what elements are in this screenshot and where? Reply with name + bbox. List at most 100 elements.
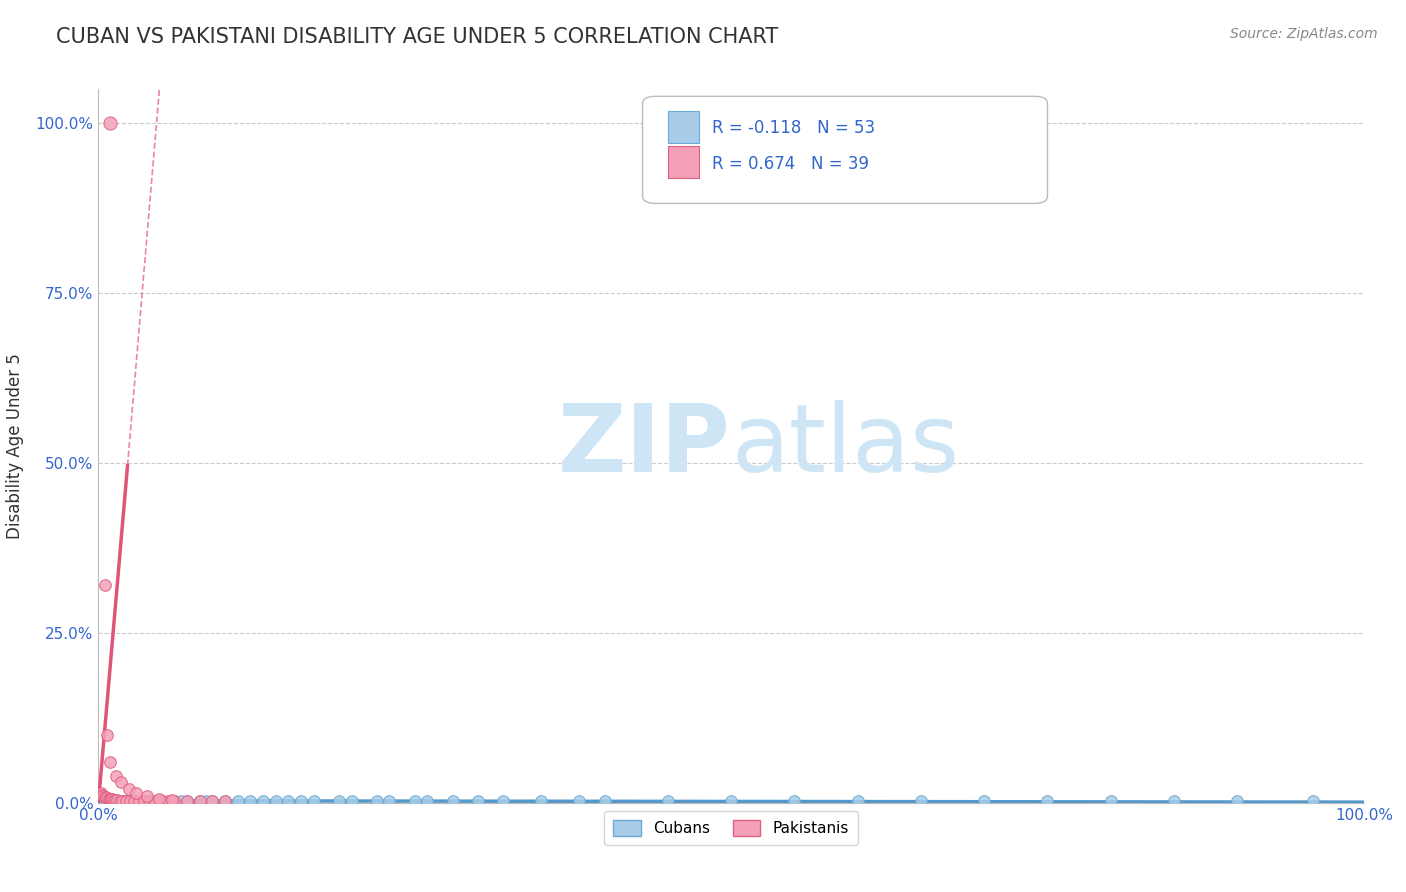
- Point: [112, 794, 135, 808]
- Point: [290, 794, 312, 808]
- Point: [110, 775, 132, 789]
- Point: [302, 794, 325, 808]
- Point: [97, 794, 120, 808]
- Point: [467, 794, 489, 808]
- Point: [94, 790, 117, 805]
- Point: [846, 794, 869, 808]
- Point: [132, 794, 155, 808]
- Point: [214, 794, 236, 808]
- Point: [593, 794, 616, 808]
- Text: atlas: atlas: [731, 400, 959, 492]
- Text: CUBAN VS PAKISTANI DISABILITY AGE UNDER 5 CORRELATION CHART: CUBAN VS PAKISTANI DISABILITY AGE UNDER …: [56, 27, 779, 46]
- Point: [176, 794, 198, 808]
- Point: [97, 791, 120, 805]
- Point: [201, 794, 224, 808]
- Point: [98, 755, 121, 769]
- Point: [176, 794, 198, 808]
- Point: [98, 792, 121, 806]
- Point: [135, 794, 157, 808]
- Text: Source: ZipAtlas.com: Source: ZipAtlas.com: [1230, 27, 1378, 41]
- Point: [93, 578, 117, 592]
- Point: [366, 794, 388, 808]
- FancyBboxPatch shape: [668, 146, 699, 178]
- Point: [115, 794, 138, 808]
- Point: [492, 794, 515, 808]
- Point: [277, 794, 299, 808]
- Point: [96, 791, 118, 805]
- Y-axis label: Disability Age Under 5: Disability Age Under 5: [7, 353, 24, 539]
- Point: [105, 769, 128, 783]
- Point: [1302, 794, 1324, 808]
- Point: [783, 794, 806, 808]
- Point: [98, 116, 121, 130]
- Point: [1226, 794, 1249, 808]
- Point: [1099, 794, 1122, 808]
- FancyBboxPatch shape: [668, 111, 699, 143]
- Point: [91, 788, 114, 802]
- Point: [568, 794, 591, 808]
- Point: [239, 794, 262, 808]
- Point: [115, 794, 138, 808]
- Point: [150, 794, 173, 808]
- Text: R = -0.118   N = 53: R = -0.118 N = 53: [711, 120, 876, 137]
- Point: [111, 794, 134, 808]
- Point: [135, 789, 157, 803]
- Point: [378, 794, 401, 808]
- Point: [96, 728, 118, 742]
- Point: [160, 793, 183, 807]
- Point: [145, 794, 166, 808]
- Point: [132, 794, 155, 808]
- Point: [169, 794, 191, 808]
- Point: [110, 794, 132, 808]
- Point: [163, 794, 186, 808]
- Point: [657, 794, 679, 808]
- Point: [138, 794, 160, 808]
- Point: [328, 794, 350, 808]
- Point: [340, 794, 363, 808]
- Point: [157, 794, 180, 808]
- Point: [264, 794, 287, 808]
- Point: [93, 789, 115, 803]
- Point: [1163, 794, 1185, 808]
- Point: [214, 794, 236, 808]
- Point: [120, 794, 141, 808]
- Point: [148, 791, 170, 805]
- Point: [416, 794, 439, 808]
- Point: [138, 794, 160, 808]
- Point: [404, 794, 426, 808]
- Point: [201, 794, 224, 808]
- Point: [441, 794, 464, 808]
- Point: [128, 794, 150, 808]
- Point: [125, 794, 148, 808]
- Point: [93, 793, 117, 807]
- Point: [530, 794, 553, 808]
- Point: [103, 793, 125, 807]
- Point: [145, 794, 166, 808]
- Text: ZIP: ZIP: [558, 400, 731, 492]
- Point: [163, 794, 186, 808]
- Point: [226, 794, 249, 808]
- Point: [90, 786, 112, 800]
- Point: [125, 786, 148, 800]
- Text: R = 0.674   N = 39: R = 0.674 N = 39: [711, 155, 869, 173]
- Point: [103, 794, 125, 808]
- Point: [148, 794, 170, 808]
- Point: [122, 794, 145, 808]
- Point: [100, 792, 122, 806]
- Point: [122, 794, 145, 808]
- Point: [107, 794, 129, 808]
- Point: [108, 794, 131, 808]
- Point: [188, 794, 211, 808]
- Point: [93, 789, 117, 804]
- Point: [194, 794, 218, 808]
- FancyBboxPatch shape: [643, 96, 1047, 203]
- Point: [101, 792, 124, 806]
- Point: [104, 793, 127, 807]
- Point: [107, 793, 129, 807]
- Point: [188, 794, 211, 808]
- Point: [973, 794, 995, 808]
- Point: [720, 794, 742, 808]
- Point: [118, 782, 141, 797]
- Legend: Cubans, Pakistanis: Cubans, Pakistanis: [605, 811, 858, 845]
- Point: [120, 794, 141, 808]
